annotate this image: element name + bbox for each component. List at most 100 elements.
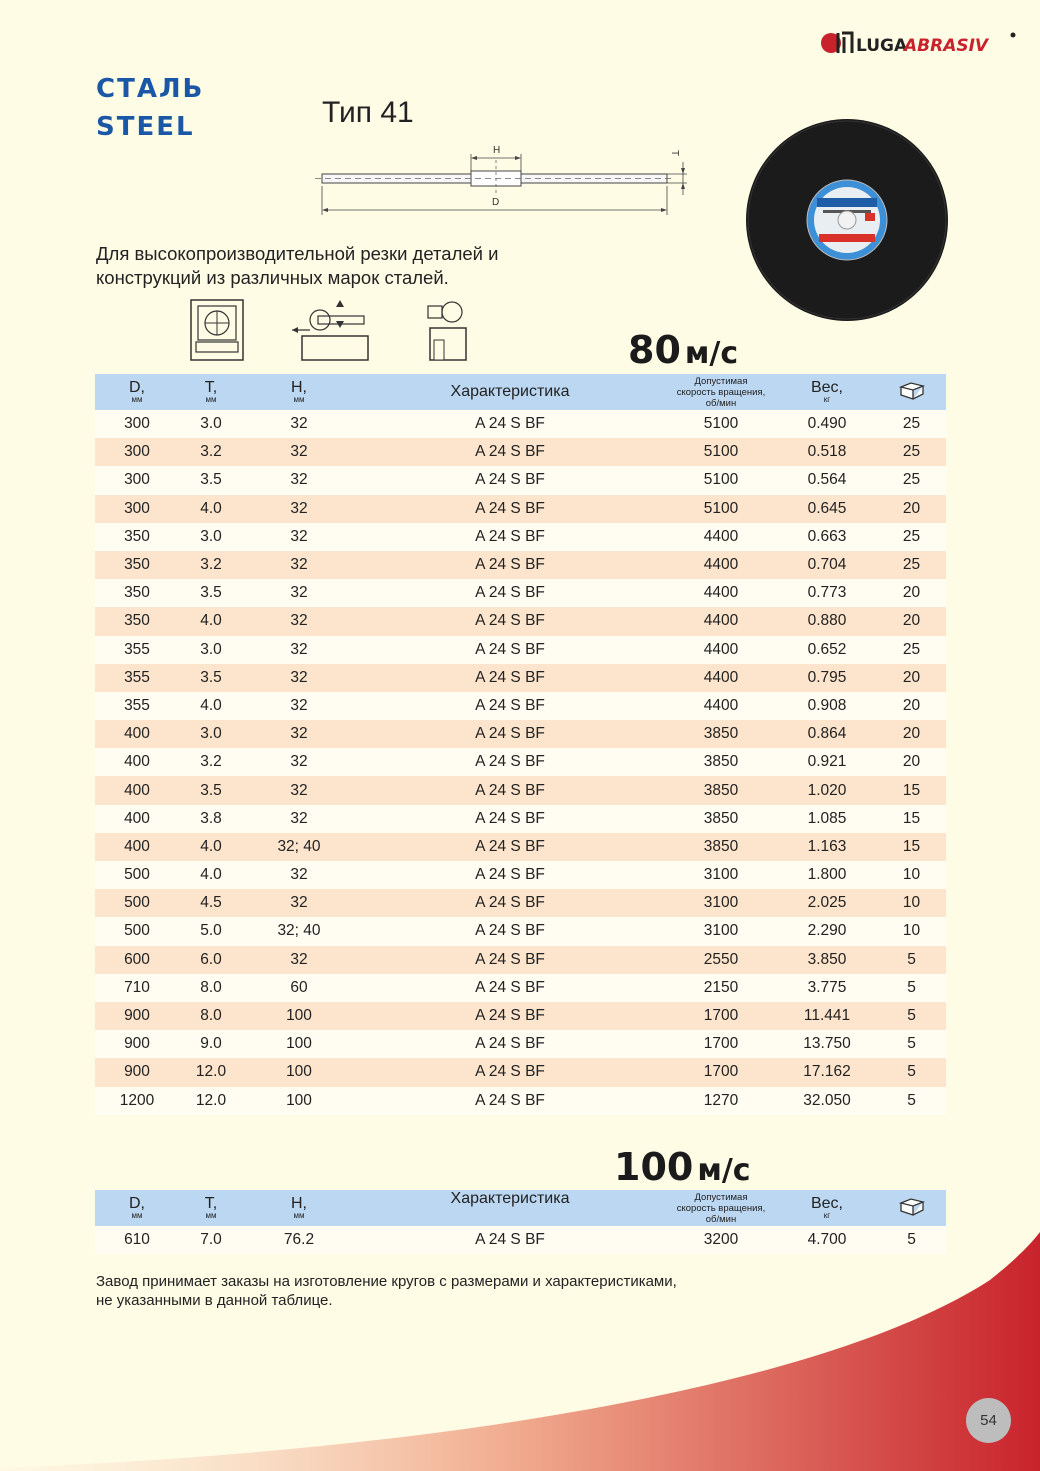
- table-cell: 32; 40: [243, 917, 355, 946]
- table-cell: 350: [95, 550, 179, 580]
- table-cell: A 24 S BF: [355, 804, 665, 833]
- table-cell: 20: [877, 607, 946, 636]
- table-cell: 900: [95, 1030, 179, 1059]
- table-cell: 1.163: [777, 832, 877, 861]
- table-row: 400 4.0 32; 40 A 24 S BF 3850 1.163 15: [95, 832, 946, 861]
- table-cell: 32: [243, 663, 355, 692]
- table-cell: 8.0: [179, 973, 243, 1002]
- table-cell: 100: [243, 1058, 355, 1087]
- table-cell: A 24 S BF: [355, 522, 665, 551]
- table-cell: 4400: [665, 550, 777, 580]
- table-cell: 17.162: [777, 1058, 877, 1087]
- table-cell: 25: [877, 550, 946, 580]
- table-cell: 32.050: [777, 1086, 877, 1115]
- table-cell: 32: [243, 522, 355, 551]
- table-cell: 100: [243, 1030, 355, 1059]
- description: Для высокопроизводительной резки деталей…: [96, 242, 616, 290]
- table-cell: 0.704: [777, 550, 877, 580]
- table-cell: 10: [877, 889, 946, 918]
- table-cell: A 24 S BF: [355, 945, 665, 974]
- col-pack: [877, 1190, 946, 1226]
- table-cell: 100: [243, 1001, 355, 1031]
- table-cell: 1700: [665, 1058, 777, 1087]
- col-h: H, мм: [243, 1190, 355, 1226]
- col-d: D, мм: [95, 1190, 179, 1226]
- table-cell: A 24 S BF: [355, 889, 665, 918]
- table-cell: 3850: [665, 804, 777, 833]
- table-cell: 3.8: [179, 804, 243, 833]
- table-cell: 0.908: [777, 691, 877, 721]
- table-cell: 25: [877, 438, 946, 467]
- table-cell: 5: [877, 1058, 946, 1087]
- col-d: D, мм: [95, 374, 179, 410]
- table-cell: 25: [877, 466, 946, 495]
- table-cell: 3.0: [179, 522, 243, 551]
- table-cell: A 24 S BF: [355, 861, 665, 890]
- table-cell: A 24 S BF: [355, 720, 665, 749]
- table-cell: 0.564: [777, 466, 877, 495]
- table-cell: 5.0: [179, 917, 243, 946]
- table-header-row: D, мм T, мм H, мм Характеристика Допустимая…: [95, 374, 946, 410]
- table-cell: 710: [95, 973, 179, 1002]
- table-cell: 25: [877, 522, 946, 551]
- luga-abrasiv-logo: LUGA ABRASIV: [818, 28, 1018, 58]
- table-cell: 3.850: [777, 945, 877, 974]
- stationary-machine-icon: [190, 299, 244, 361]
- table-cell: A 24 S BF: [355, 691, 665, 721]
- table-cell: 32: [243, 635, 355, 664]
- spec-table-80: D, мм T, мм H, мм Характеристика Допустимая…: [95, 374, 946, 1115]
- table-cell: 1700: [665, 1030, 777, 1059]
- table-cell: 355: [95, 691, 179, 721]
- col-pack: [877, 374, 946, 410]
- speed-100-unit: м/с: [697, 1153, 751, 1188]
- table-cell: 32: [243, 776, 355, 805]
- type-label: Тип 41: [322, 96, 414, 129]
- table-cell: 1200: [95, 1086, 179, 1115]
- table-cell: 3.2: [179, 748, 243, 777]
- table-cell: A 24 S BF: [355, 635, 665, 664]
- table-cell: A 24 S BF: [355, 494, 665, 523]
- table-cell: 3850: [665, 832, 777, 861]
- table-cell: 3.0: [179, 635, 243, 664]
- table-cell: 100: [243, 1086, 355, 1115]
- table-cell: 11.441: [777, 1001, 877, 1031]
- table-cell: A 24 S BF: [355, 579, 665, 608]
- table-row: 710 8.0 60 A 24 S BF 2150 3.775 5: [95, 973, 946, 1002]
- table-cell: 15: [877, 832, 946, 861]
- table-cell: A 24 S BF: [355, 1030, 665, 1059]
- table-cell: 4.0: [179, 861, 243, 890]
- table-cell: 4400: [665, 579, 777, 608]
- table-cell: 2.290: [777, 917, 877, 946]
- table-cell: 32: [243, 494, 355, 523]
- table-row: 900 8.0 100 A 24 S BF 1700 11.441 5: [95, 1001, 946, 1031]
- table-cell: 5: [877, 1226, 946, 1255]
- table-cell: 4400: [665, 607, 777, 636]
- table-cell: 0.663: [777, 522, 877, 551]
- col-t: T, мм: [179, 1190, 243, 1226]
- table-cell: 32; 40: [243, 832, 355, 861]
- table-row: 610 7.0 76.2 A 24 S BF 3200 4.700 5: [95, 1226, 946, 1255]
- table-cell: 32: [243, 466, 355, 495]
- table-cell: A 24 S BF: [355, 663, 665, 692]
- table-cell: 15: [877, 776, 946, 805]
- table-cell: A 24 S BF: [355, 410, 665, 439]
- table-cell: 4.0: [179, 691, 243, 721]
- cutting-disc-image: [746, 119, 948, 321]
- table-cell: A 24 S BF: [355, 1001, 665, 1031]
- table-cell: 1.020: [777, 776, 877, 805]
- table-cell: A 24 S BF: [355, 776, 665, 805]
- table-row: 300 3.0 32 A 24 S BF 5100 0.490 25: [95, 410, 946, 439]
- speed-80-value: 80: [628, 328, 681, 372]
- table-cell: 32: [243, 720, 355, 749]
- table-cell: 12.0: [179, 1058, 243, 1087]
- table-cell: 3100: [665, 917, 777, 946]
- table-cell: 400: [95, 748, 179, 777]
- speed-100-value: 100: [614, 1145, 694, 1189]
- footer-line-1: Завод принимает заказы на изготовление к…: [96, 1273, 677, 1290]
- table-cell: A 24 S BF: [355, 1058, 665, 1087]
- table-cell: 32: [243, 579, 355, 608]
- table-cell: 350: [95, 522, 179, 551]
- table-cell: A 24 S BF: [355, 917, 665, 946]
- footer-line-2: не указанными в данной таблице.: [96, 1292, 333, 1309]
- table-cell: 4400: [665, 663, 777, 692]
